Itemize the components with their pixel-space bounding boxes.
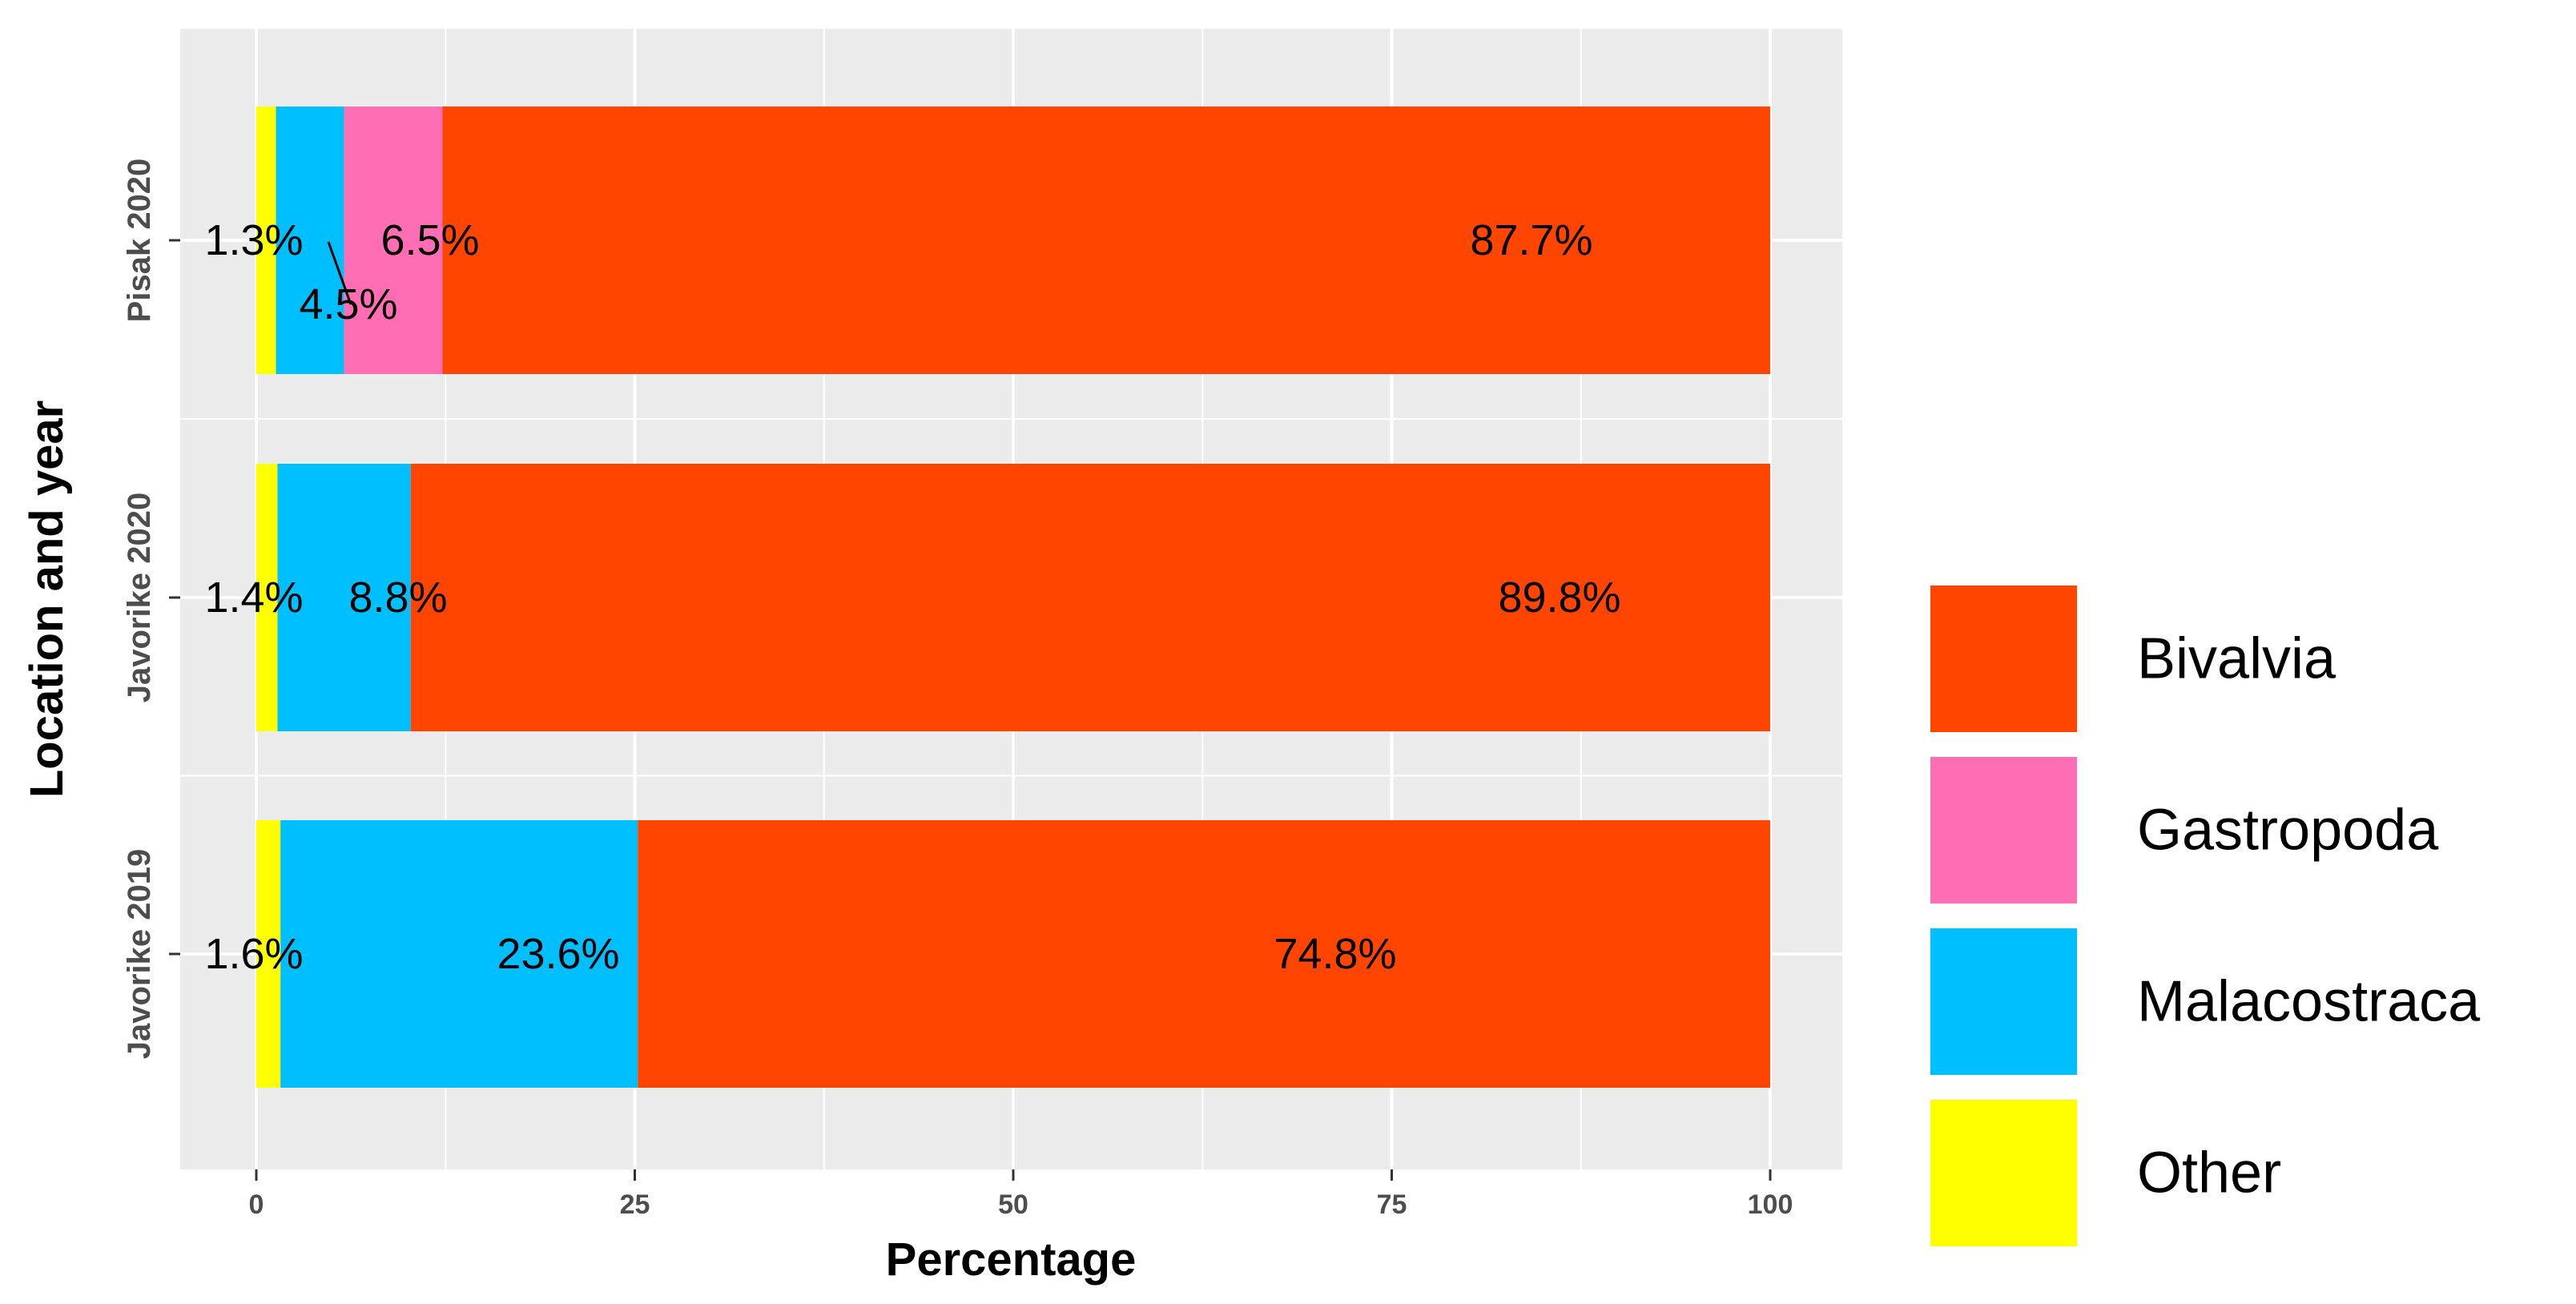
data-label-bivalvia-javorike-2020: 89.8% bbox=[1498, 574, 1620, 622]
bar-other-pisak-2020 bbox=[256, 107, 276, 374]
leader-line bbox=[327, 241, 352, 305]
legend-key-gastropoda bbox=[1930, 757, 2077, 904]
bar-malacostraca-javorike-2020 bbox=[277, 464, 411, 731]
data-label-malacostraca-javorike-2019: 23.6% bbox=[497, 930, 619, 978]
label-leader-lines bbox=[327, 241, 352, 305]
bar-other-javorike-2020 bbox=[256, 464, 278, 731]
data-label-other-javorike-2019: 1.6% bbox=[204, 930, 303, 978]
data-label-malacostraca-javorike-2020: 8.8% bbox=[348, 574, 447, 622]
y-tick-label: Javorike 2020 bbox=[122, 493, 157, 702]
bar-bivalvia-javorike-2019 bbox=[638, 820, 1770, 1088]
legend-label-gastropoda: Gastropoda bbox=[2137, 799, 2439, 863]
bar-other-javorike-2019 bbox=[256, 820, 281, 1088]
y-axis: Javorike 2019 Javorike 2020 Pisak 2020 bbox=[122, 159, 180, 1059]
bar-malacostraca-javorike-2019 bbox=[280, 820, 638, 1088]
y-tick-label: Pisak 2020 bbox=[122, 159, 157, 323]
data-label-malacostraca-pisak-2020: 4.5% bbox=[299, 280, 397, 328]
legend: Bivalvia Gastropoda Malacostraca Other bbox=[1930, 586, 2481, 1246]
x-axis: 0 25 50 75 100 bbox=[249, 1169, 1793, 1220]
x-axis-title: Percentage bbox=[886, 1234, 1137, 1286]
x-tick-label: 0 bbox=[249, 1189, 264, 1220]
legend-label-bivalvia: Bivalvia bbox=[2137, 627, 2337, 691]
data-labels: 1.6% 23.6% 74.8% 1.4% 8.8% 89.8% 1.3% 4.5% 6.5% 8… bbox=[204, 216, 1620, 978]
x-tick-label: 25 bbox=[620, 1189, 650, 1220]
legend-key-other bbox=[1930, 1100, 2077, 1246]
legend-key-bivalvia bbox=[1930, 586, 2077, 732]
legend-label-other: Other bbox=[2137, 1141, 2281, 1205]
y-axis-title: Location and year bbox=[21, 400, 73, 798]
data-label-other-javorike-2020: 1.4% bbox=[204, 574, 303, 622]
x-tick-label: 50 bbox=[998, 1189, 1028, 1220]
bar-bivalvia-pisak-2020 bbox=[442, 107, 1770, 374]
data-label-bivalvia-pisak-2020: 87.7% bbox=[1470, 216, 1592, 264]
y-tick-label: Javorike 2019 bbox=[122, 849, 157, 1059]
bars bbox=[256, 107, 1770, 1088]
legend-key-malacostraca bbox=[1930, 928, 2077, 1075]
bar-gastropoda-pisak-2020 bbox=[344, 107, 443, 374]
data-label-bivalvia-javorike-2019: 74.8% bbox=[1274, 930, 1396, 978]
data-label-gastropoda-pisak-2020: 6.5% bbox=[380, 216, 479, 264]
x-tick-label: 75 bbox=[1377, 1189, 1407, 1220]
bar-malacostraca-pisak-2020 bbox=[276, 107, 344, 374]
legend-label-malacostraca: Malacostraca bbox=[2137, 970, 2481, 1034]
bar-bivalvia-javorike-2020 bbox=[410, 464, 1770, 731]
x-tick-label: 100 bbox=[1748, 1189, 1793, 1220]
data-label-other-pisak-2020: 1.3% bbox=[204, 216, 303, 264]
